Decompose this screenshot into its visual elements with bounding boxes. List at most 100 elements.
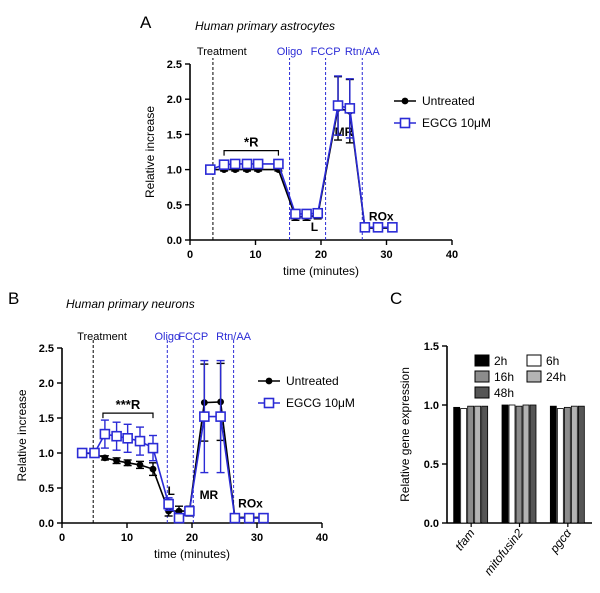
y-tick-label: 2.5 <box>39 343 54 355</box>
y-tick-label: 2.5 <box>167 59 182 71</box>
bar <box>515 405 523 524</box>
legend-label: Untreated <box>422 94 475 108</box>
x-tick-label: 10 <box>249 249 261 261</box>
legend-label: 16h <box>494 370 514 384</box>
data-point <box>76 447 88 459</box>
legend-label: EGCG 10μM <box>422 116 491 130</box>
bar <box>529 404 537 524</box>
data-point <box>332 100 344 111</box>
y-tick-label: 0.5 <box>424 459 439 471</box>
data-point <box>101 454 109 462</box>
injection-label: FCCP <box>178 331 208 343</box>
bar <box>577 405 585 524</box>
data-point <box>312 207 324 219</box>
panel-label-b: B <box>8 289 19 308</box>
data-point <box>89 447 100 459</box>
data-point <box>387 222 398 233</box>
data-point <box>344 103 356 114</box>
phase-annotation: ROx <box>369 209 394 223</box>
y-tick-label: 1.5 <box>424 341 439 353</box>
significance-bracket <box>223 149 280 156</box>
data-point <box>359 222 371 233</box>
bar <box>556 408 564 524</box>
panel-label-c: C <box>390 289 402 308</box>
panel-label-a: A <box>140 13 152 32</box>
y-tick-label: 1.0 <box>39 448 54 460</box>
phase-annotation: L <box>311 220 318 234</box>
y-tick-label: 0.0 <box>424 518 439 530</box>
injection-label: Rtn/AA <box>216 331 252 343</box>
data-point <box>111 430 122 442</box>
category-label: pgcα <box>546 525 574 556</box>
bar <box>467 405 475 524</box>
data-point <box>163 498 174 510</box>
x-tick-label: 20 <box>315 249 327 261</box>
y-axis-label: Relative increase <box>15 389 29 481</box>
legend-label: 2h <box>494 354 507 368</box>
y-tick-label: 0.5 <box>167 200 182 212</box>
data-point <box>241 158 253 170</box>
data-point <box>205 164 216 175</box>
injection-label: Oligo <box>154 331 180 343</box>
data-point <box>273 158 284 170</box>
data-point <box>124 459 132 467</box>
legend-label: Untreated <box>286 374 339 388</box>
phase-annotation: ROx <box>238 497 263 511</box>
category-label: tfam <box>452 526 477 553</box>
significance-label: *R <box>244 135 259 150</box>
data-point <box>147 442 159 454</box>
data-point <box>243 512 255 524</box>
bar <box>501 404 509 524</box>
legend-swatch <box>526 370 542 383</box>
x-tick-label: 40 <box>316 532 328 544</box>
panel-b: Human primary neurons 0.0 0.5 1.0 1.5 2.0 2.5 0… <box>15 297 355 561</box>
data-point <box>372 222 384 233</box>
data-point <box>122 432 133 444</box>
phase-annotation: MR <box>200 488 219 502</box>
legend-swatch <box>526 354 542 367</box>
x-tick-label: 30 <box>380 249 392 261</box>
legend-label: EGCG 10μM <box>286 396 355 410</box>
data-point <box>134 435 146 447</box>
legend-marker <box>265 377 273 385</box>
bar <box>481 405 489 524</box>
bar <box>474 405 482 524</box>
data-point <box>252 158 264 170</box>
x-axis-label: time (minutes) <box>154 547 230 561</box>
data-point <box>113 457 120 465</box>
injection-label: FCCP <box>311 46 341 58</box>
data-point <box>199 411 210 422</box>
y-tick-label: 1.5 <box>167 129 182 141</box>
y-tick-label: 2.0 <box>167 94 182 106</box>
y-tick-label: 0.0 <box>39 518 54 530</box>
x-tick-label: 30 <box>251 532 263 544</box>
data-point <box>165 507 173 515</box>
injection-label: Oligo <box>277 46 303 58</box>
y-tick-label: 1.5 <box>39 413 54 425</box>
data-point <box>229 512 241 524</box>
bar <box>549 405 557 524</box>
bar <box>460 408 468 524</box>
data-point <box>99 428 111 440</box>
y-tick-label: 1.0 <box>167 165 182 177</box>
data-point <box>258 512 269 524</box>
legend-swatch <box>474 386 490 399</box>
significance-label: ***R <box>116 397 141 412</box>
y-tick-label: 2.0 <box>39 378 54 390</box>
chart-title: Human primary astrocytes <box>195 19 335 33</box>
data-point <box>215 411 226 422</box>
legend-swatch <box>474 354 490 367</box>
y-axis-label: Relative increase <box>143 106 157 198</box>
y-tick-label: 0.5 <box>39 483 54 495</box>
data-point <box>218 159 230 170</box>
bar <box>508 404 516 524</box>
chart-title: Human primary neurons <box>66 297 195 311</box>
legend-label: 48h <box>494 386 514 400</box>
data-point <box>136 461 144 469</box>
category-label: mitofusin2 <box>481 526 526 578</box>
x-tick-label: 0 <box>59 532 65 544</box>
y-axis-label: Relative gene expression <box>398 367 412 502</box>
legend-swatch <box>474 370 490 383</box>
